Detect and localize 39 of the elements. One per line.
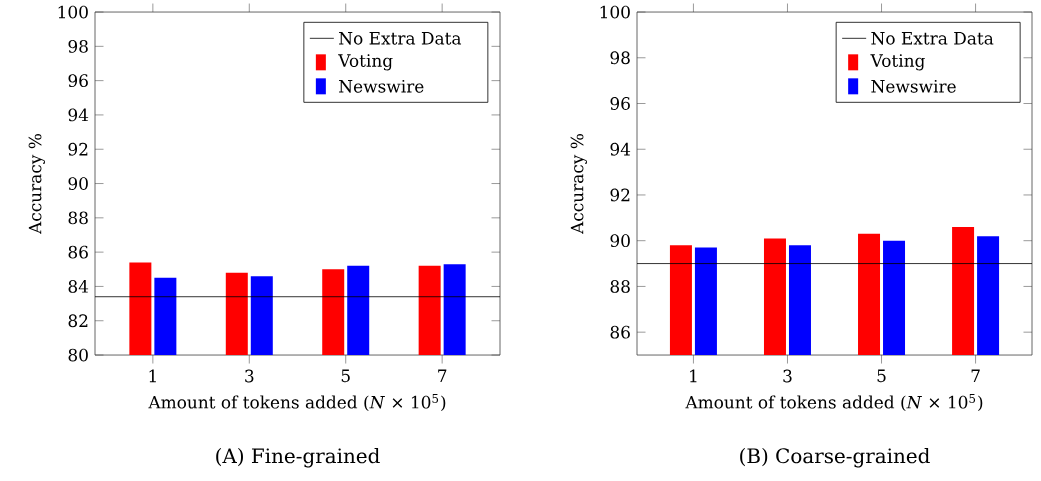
legend-label: Newswire	[871, 79, 956, 93]
x-tick-label: 3	[245, 369, 254, 383]
y-tick-label: 82	[68, 314, 88, 328]
y-tick-label: 100	[600, 5, 630, 19]
x-tick-label: 7	[971, 369, 980, 382]
y-tick-label: 86	[68, 245, 88, 259]
x-axis-title: Amount of tokens added (N × 10$^{5}$)	[685, 394, 983, 411]
text: (A) Fine-grained	[216, 447, 380, 468]
y-tick-label: 90	[610, 234, 630, 248]
y-tick-label: 96	[610, 97, 630, 110]
legend-label: Newswire	[339, 79, 424, 93]
y-axis-title: Accuracy %	[28, 134, 45, 235]
y-tick-label: 80	[68, 348, 88, 362]
legend-label: Voting	[870, 54, 925, 71]
x-axis-title: Amount of tokens added (N × 10$^{5}$)	[148, 394, 446, 411]
y-tick-label: 90	[68, 177, 88, 190]
y-tick-label: 98	[68, 39, 88, 53]
y-tick-label: 96	[68, 74, 88, 88]
y-tick-label: 94	[610, 142, 631, 156]
y-tick-label: 98	[610, 51, 630, 65]
y-tick-label: 92	[610, 188, 630, 202]
y-axis-title: Accuracy %	[570, 134, 587, 235]
x-tick-label: 3	[783, 369, 792, 383]
x-tick-label: 5	[341, 369, 350, 383]
y-tick-label: 84	[68, 280, 89, 293]
text: (B) Coarse-grained	[740, 447, 930, 468]
legend-label: No Extra Data	[871, 32, 994, 45]
x-tick-label: 1	[149, 369, 156, 383]
y-tick-label: 88	[610, 280, 630, 293]
legend-label: No Extra Data	[339, 32, 462, 45]
x-tick-label: 5	[877, 369, 886, 383]
y-tick-label: 92	[68, 142, 88, 156]
legend-label: Voting	[338, 54, 393, 71]
x-tick-label: 7	[438, 369, 447, 382]
y-tick-label: 88	[68, 211, 88, 225]
x-tick-label: 1	[690, 369, 697, 383]
y-tick-label: 94	[68, 108, 89, 122]
y-tick-label: 86	[610, 325, 630, 339]
y-tick-label: 100	[58, 5, 88, 19]
